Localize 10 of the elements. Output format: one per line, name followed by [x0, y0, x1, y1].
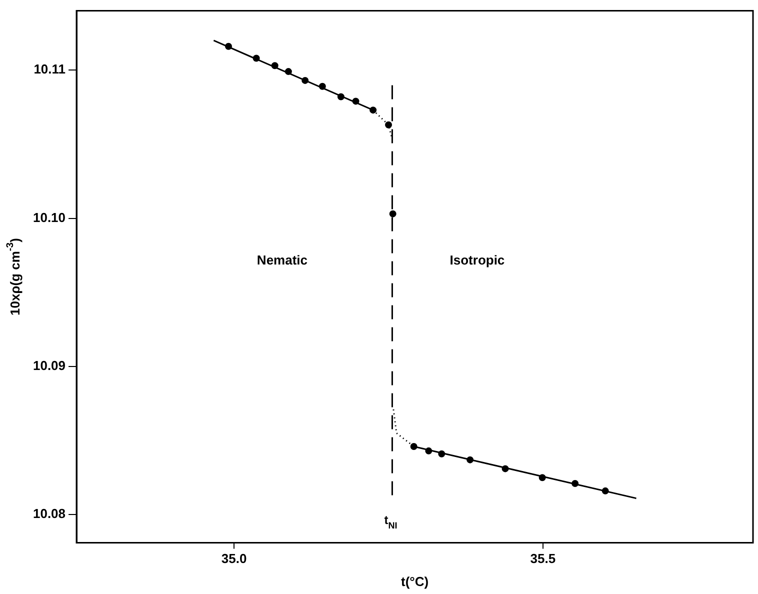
- x-axis-title: t(°C): [400, 574, 429, 589]
- annotation: Nematic: [256, 252, 308, 268]
- y-tick-label: 10.11: [34, 62, 66, 77]
- y-tick-label: 10.09: [32, 358, 66, 374]
- y-tick-label: 10.08: [32, 506, 66, 522]
- x-tick-label: 35.5: [530, 551, 556, 566]
- y-axis-title: 10xρ(g cm-3): [4, 238, 23, 316]
- y-tick-label: 10.10: [32, 210, 66, 225]
- annotation: Isotropic: [450, 252, 505, 268]
- x-tick-label: 35.0: [221, 551, 247, 566]
